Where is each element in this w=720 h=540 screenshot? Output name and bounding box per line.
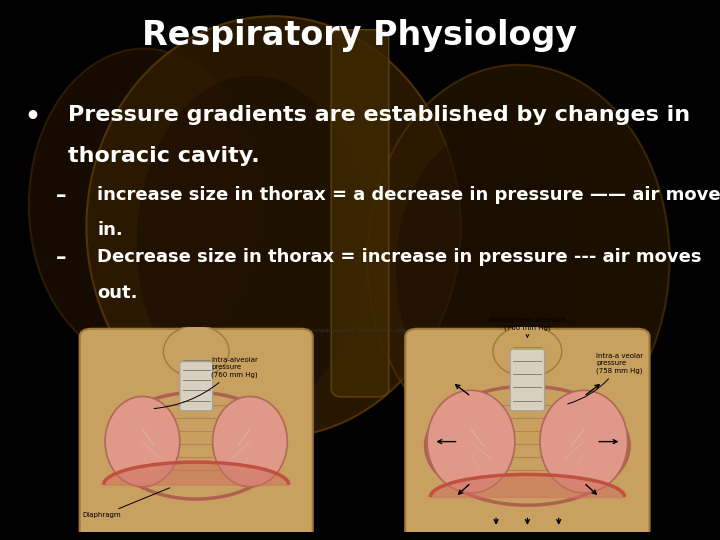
Ellipse shape	[105, 396, 180, 487]
Ellipse shape	[29, 49, 259, 362]
Ellipse shape	[86, 16, 461, 437]
Ellipse shape	[493, 326, 562, 377]
Text: –: –	[56, 186, 66, 206]
Text: Copyright © The McGraw-Hill Companies, Inc. Permission required for reproduction: Copyright © The McGraw-Hill Companies, I…	[212, 328, 508, 333]
Text: thoracic cavity.: thoracic cavity.	[68, 146, 260, 166]
Ellipse shape	[163, 326, 229, 377]
Text: increase size in thorax = a decrease in pressure —— air moves: increase size in thorax = a decrease in …	[97, 186, 720, 204]
Text: Intra-alveolar
pressure
(760 mm Hg): Intra-alveolar pressure (760 mm Hg)	[154, 357, 258, 409]
Text: Atmospheric pressure
(760 mm Hg): Atmospheric pressure (760 mm Hg)	[490, 318, 565, 337]
Text: Intra-a veolar
pressure
(758 mm Hg): Intra-a veolar pressure (758 mm Hg)	[567, 353, 644, 404]
Text: out.: out.	[97, 284, 138, 301]
Ellipse shape	[212, 396, 287, 487]
FancyBboxPatch shape	[80, 329, 312, 540]
Ellipse shape	[137, 76, 367, 410]
Text: –: –	[56, 248, 66, 268]
Text: (a): (a)	[53, 520, 68, 530]
FancyBboxPatch shape	[405, 329, 649, 540]
Text: •: •	[24, 105, 40, 129]
Ellipse shape	[540, 390, 628, 493]
Text: Diaphragm: Diaphragm	[83, 488, 170, 518]
Text: Respiratory Physiology: Respiratory Physiology	[143, 18, 577, 52]
Text: Decrease size in thorax = increase in pressure --- air moves: Decrease size in thorax = increase in pr…	[97, 248, 702, 266]
Ellipse shape	[396, 130, 583, 410]
FancyBboxPatch shape	[331, 30, 389, 397]
Text: Pressure gradients are established by changes in: Pressure gradients are established by ch…	[68, 105, 690, 125]
Text: (b): (b)	[377, 520, 393, 530]
Ellipse shape	[367, 65, 670, 454]
Ellipse shape	[427, 390, 515, 493]
Text: in.: in.	[97, 221, 123, 239]
FancyBboxPatch shape	[180, 362, 212, 411]
FancyBboxPatch shape	[510, 349, 544, 411]
